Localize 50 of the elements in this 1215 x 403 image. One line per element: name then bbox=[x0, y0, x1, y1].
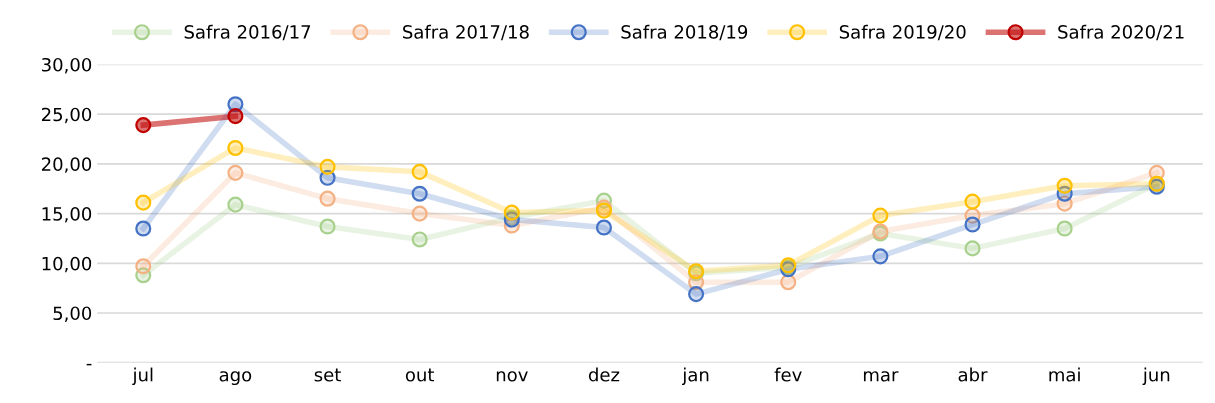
point bbox=[780, 274, 797, 291]
x-tick-label: jan bbox=[682, 367, 709, 386]
point bbox=[135, 117, 152, 134]
legend-label: Safra 2017/18 bbox=[403, 24, 529, 41]
point bbox=[1056, 220, 1073, 237]
point bbox=[319, 190, 336, 207]
point bbox=[688, 286, 705, 303]
point bbox=[964, 193, 981, 210]
x-tick-label: set bbox=[314, 368, 341, 382]
y-tick-label: 5,00 bbox=[53, 306, 92, 322]
y-tick-label: 20,00 bbox=[41, 157, 92, 173]
x-tick-label: jun bbox=[1142, 367, 1170, 386]
point bbox=[411, 231, 428, 248]
point bbox=[135, 220, 152, 237]
point bbox=[964, 216, 981, 233]
x-tick-label: mar bbox=[863, 371, 899, 382]
point bbox=[595, 219, 613, 236]
x-tick-label: nov bbox=[496, 371, 528, 382]
x-tick-label: out bbox=[405, 368, 435, 382]
y-tick-label: 10,00 bbox=[42, 256, 92, 273]
point bbox=[503, 204, 520, 221]
point bbox=[227, 164, 244, 181]
x-tick-label: mai bbox=[1049, 367, 1080, 382]
x-tick-label: abr bbox=[958, 367, 988, 382]
point bbox=[1056, 177, 1073, 194]
point bbox=[227, 196, 244, 213]
point bbox=[319, 158, 336, 175]
point bbox=[411, 205, 428, 222]
y-tick-label: 30,00 bbox=[42, 57, 92, 74]
point bbox=[411, 185, 428, 202]
point bbox=[227, 108, 244, 125]
x-tick-label: dez bbox=[588, 367, 620, 382]
legend-label: Safra 2020/21 bbox=[1058, 24, 1184, 41]
x-tick-label: ago bbox=[219, 371, 252, 386]
x-tick-label: jul bbox=[132, 367, 153, 386]
y-tick-label: 15,00 bbox=[42, 207, 92, 223]
point bbox=[964, 240, 981, 257]
point bbox=[872, 207, 889, 224]
point bbox=[411, 163, 428, 180]
point bbox=[872, 248, 889, 265]
point bbox=[227, 139, 244, 157]
legend-label: Safra 2018/19 bbox=[621, 24, 748, 41]
x-tick-label: fev bbox=[774, 367, 802, 382]
y-tick-label: 25,00 bbox=[41, 107, 92, 124]
legend-label: Safra 2019/20 bbox=[839, 24, 966, 41]
legend-label: Safra 2016/17 bbox=[184, 24, 311, 41]
point bbox=[135, 194, 152, 211]
point bbox=[319, 218, 336, 235]
point bbox=[135, 258, 152, 275]
y-tick-label: - bbox=[86, 363, 92, 366]
